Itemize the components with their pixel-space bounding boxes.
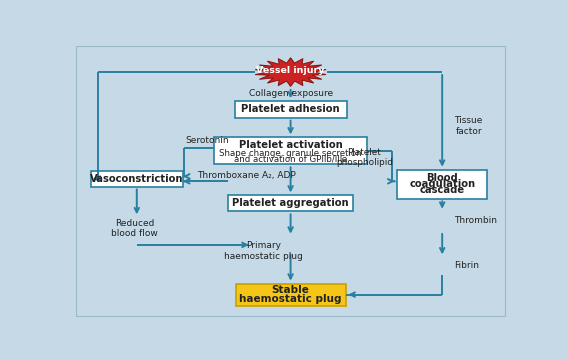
Text: Blood: Blood [426,173,458,183]
FancyBboxPatch shape [91,171,183,187]
FancyBboxPatch shape [214,137,367,164]
Text: Serotonin: Serotonin [185,136,229,145]
Text: Stable: Stable [272,285,310,295]
FancyBboxPatch shape [235,101,346,118]
FancyBboxPatch shape [228,195,353,211]
Text: Reduced
blood flow: Reduced blood flow [111,219,158,238]
Text: Shape change, granule secretion: Shape change, granule secretion [219,149,362,158]
FancyBboxPatch shape [236,284,345,306]
Text: and activation of GPIIb/IIIa: and activation of GPIIb/IIIa [234,155,348,164]
Polygon shape [255,58,326,87]
Text: Platelet
phospholipid: Platelet phospholipid [336,148,393,168]
Text: coagulation: coagulation [409,179,475,189]
Text: Vessel injury: Vessel injury [256,66,325,75]
Text: Platelet aggregation: Platelet aggregation [232,199,349,209]
Text: Collagen exposure: Collagen exposure [248,89,333,98]
Text: Thrombin: Thrombin [455,216,497,225]
Text: Vasoconstriction: Vasoconstriction [90,173,184,183]
Text: Tissue
factor: Tissue factor [455,116,483,136]
Text: Platelet activation: Platelet activation [239,140,342,150]
FancyBboxPatch shape [397,169,487,199]
Text: cascade: cascade [420,185,465,195]
Text: Platelet adhesion: Platelet adhesion [242,104,340,115]
FancyBboxPatch shape [76,46,505,316]
Text: haemostatic plug: haemostatic plug [239,294,342,304]
Text: Primary
haemostatic plug: Primary haemostatic plug [224,241,303,261]
Text: Thromboxane A₂, ADP: Thromboxane A₂, ADP [197,171,296,180]
Text: Fibrin: Fibrin [455,261,480,270]
